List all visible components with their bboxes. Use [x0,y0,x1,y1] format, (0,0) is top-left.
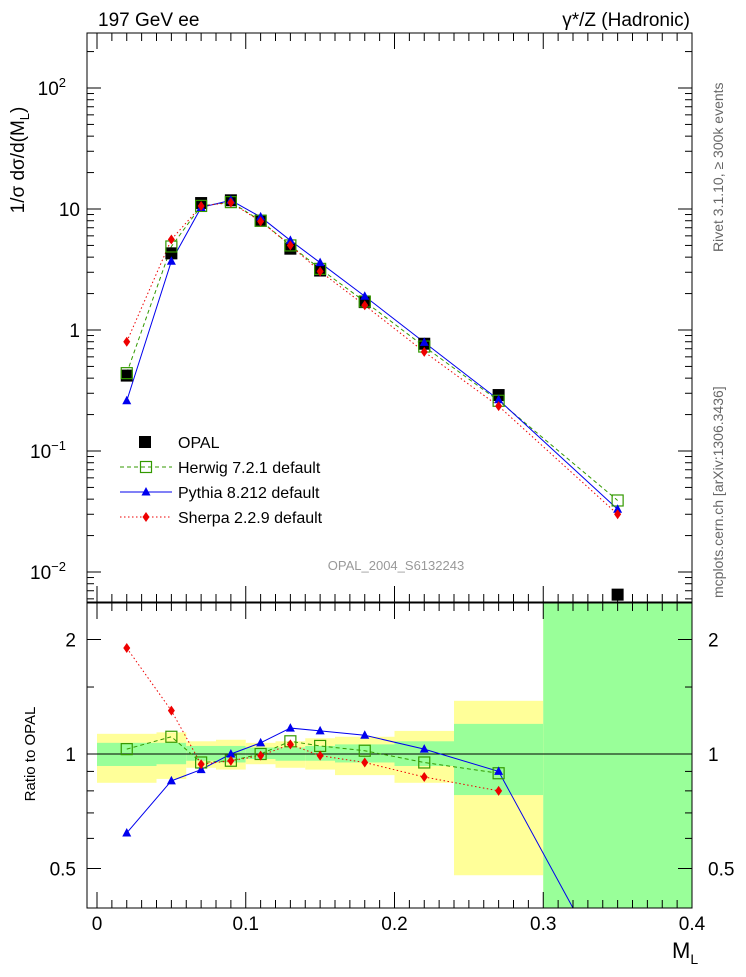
main-frame [86,32,693,603]
pythia-8-212-default-point [419,337,429,346]
main-y-tick-label: 1 [69,321,80,342]
ratio-herwig-7-2-1-default-point [418,756,431,769]
watermark: OPAL_2004_S6132243 [328,558,464,573]
ratio-herwig-7-2-1-default-line [126,736,499,774]
sherpa-2-2-9-default-point [257,216,265,227]
ratio-sherpa-2-2-9-default-point [420,772,428,783]
main-y-axis-label: 1/σ dσ/d(ML) [8,107,32,214]
ratio-pythia-8-212-default-point [360,730,370,739]
header-right-title: γ*/Z (Hadronic) [562,10,690,31]
legend-pythia-8-212-default-marker [141,487,151,496]
x-tick-label: 0.4 [679,914,706,935]
herwig-7-2-1-default-point [120,367,133,380]
sherpa-2-2-9-default-point [123,336,131,347]
ratio-y-axis-label: Ratio to OPAL [22,707,39,802]
ratio-inner-band [454,723,544,796]
x-tick-label: 0 [92,914,103,935]
rivet-annotation: Rivet 3.1.10, ≥ 300k events [710,82,726,252]
legend-opal-label: OPAL [178,435,220,452]
ratio-y-tick-label: 2 [65,631,76,652]
pythia-8-212-default-point [122,395,132,405]
main-y-tick-label: 10 [59,200,80,221]
sherpa-2-2-9-default-point [361,300,369,311]
ratio-sherpa-2-2-9-default-point [286,739,294,750]
pythia-8-212-default-point [315,257,325,267]
ratio-pythia-8-212-default-point [285,723,295,732]
sherpa-2-2-9-default-point [197,200,205,211]
ratio-sherpa-2-2-9-default-point [167,705,175,716]
ratio-y-tick-label: 1 [65,745,76,766]
x-tick-label: 0.3 [530,914,556,935]
ratio-sherpa-2-2-9-default-point [197,759,205,770]
opal-data-point [165,247,178,260]
x-tick-label: 0.1 [233,914,259,935]
mcplots-annotation: mcplots.cern.ch [arXiv:1306.3436] [710,386,726,598]
ratio-y-tick-label-right: 2 [708,631,719,652]
ratio-inner-band [186,745,216,761]
ratio-pythia-8-212-default-point [226,749,236,758]
legend-herwig-7-2-1-default-marker [139,460,153,474]
ratio-sherpa-2-2-9-default-point [316,750,324,761]
ratio-herwig-7-2-1-default-point [358,744,371,757]
ratio-pythia-8-212-default-point [315,725,325,735]
main-y-tick-label: 102 [38,75,66,100]
pythia-8-212-default-point [256,211,266,221]
ratio-sherpa-2-2-9-default-point [227,755,235,766]
sherpa-2-2-9-default-point [495,401,503,412]
ratio-pythia-8-212-default-point [256,737,266,747]
legend-pythia-8-212-default-label: Pythia 8.212 default [178,485,320,502]
sherpa-2-2-9-default-line [126,202,618,515]
sherpa-2-2-9-default-point [614,509,622,520]
main-y-tick-label: 10−1 [30,438,66,463]
x-axis-label: ML [672,938,698,967]
pythia-8-212-default-point [166,256,176,265]
ratio-y-tick-label: 0.5 [50,860,76,881]
ratio-pythia-8-212-default-point [122,827,132,837]
main-panel: 10−2 10−1 1 10 102 OPAL_2004_S6132243 OPAL He… [30,32,693,603]
ratio-pythia-8-212-default-point [419,744,429,753]
ratio-pythia-8-212-default-point [166,775,176,785]
pythia-8-212-default-point [494,394,504,404]
main-y-tick-label: 10−2 [30,559,66,584]
ratio-herwig-7-2-1-default-point [165,730,178,743]
herwig-7-2-1-default-point [195,199,208,213]
sherpa-2-2-9-default-point [167,234,175,245]
opal-data-point [120,369,133,382]
ratio-panel: 0.5 0.5 1 1 2 2 0 0.1 0.2 0.3 0.4 [50,602,734,935]
legend: OPAL Herwig 7.2.1 default Pythia 8.212 def… [120,435,323,527]
header-left-title: 197 GeV ee [98,10,199,31]
herwig-7-2-1-default-line [126,201,618,501]
ratio-herwig-7-2-1-default-point [120,743,133,756]
pythia-8-212-default-point [285,235,295,244]
sherpa-2-2-9-default-point [316,266,324,277]
sherpa-2-2-9-default-point [420,346,428,357]
ratio-frame [86,602,693,909]
sherpa-2-2-9-default-point [227,197,235,208]
ratio-sherpa-2-2-9-default-point [257,750,265,761]
legend-sherpa-2-2-9-default-marker [142,512,150,522]
ratio-inner-band [543,603,692,908]
ratio-y-tick-label-right: 0.5 [708,860,734,881]
ratio-sherpa-2-2-9-default-point [495,785,503,796]
sherpa-2-2-9-default-point [286,240,294,251]
ratio-pythia-8-212-default-point [494,766,504,775]
legend-sherpa-2-2-9-default-label: Sherpa 2.2.9 default [178,510,323,527]
pythia-8-212-default-point [613,504,623,513]
ratio-sherpa-2-2-9-default-point [361,757,369,768]
legend-opal-marker [139,436,151,448]
legend-herwig-7-2-1-default-label: Herwig 7.2.1 default [178,460,321,477]
x-tick-label: 0.2 [381,914,407,935]
ratio-sherpa-2-2-9-default-point [123,642,131,653]
pythia-8-212-default-point [360,291,370,300]
ratio-y-tick-label-right: 1 [708,745,719,766]
